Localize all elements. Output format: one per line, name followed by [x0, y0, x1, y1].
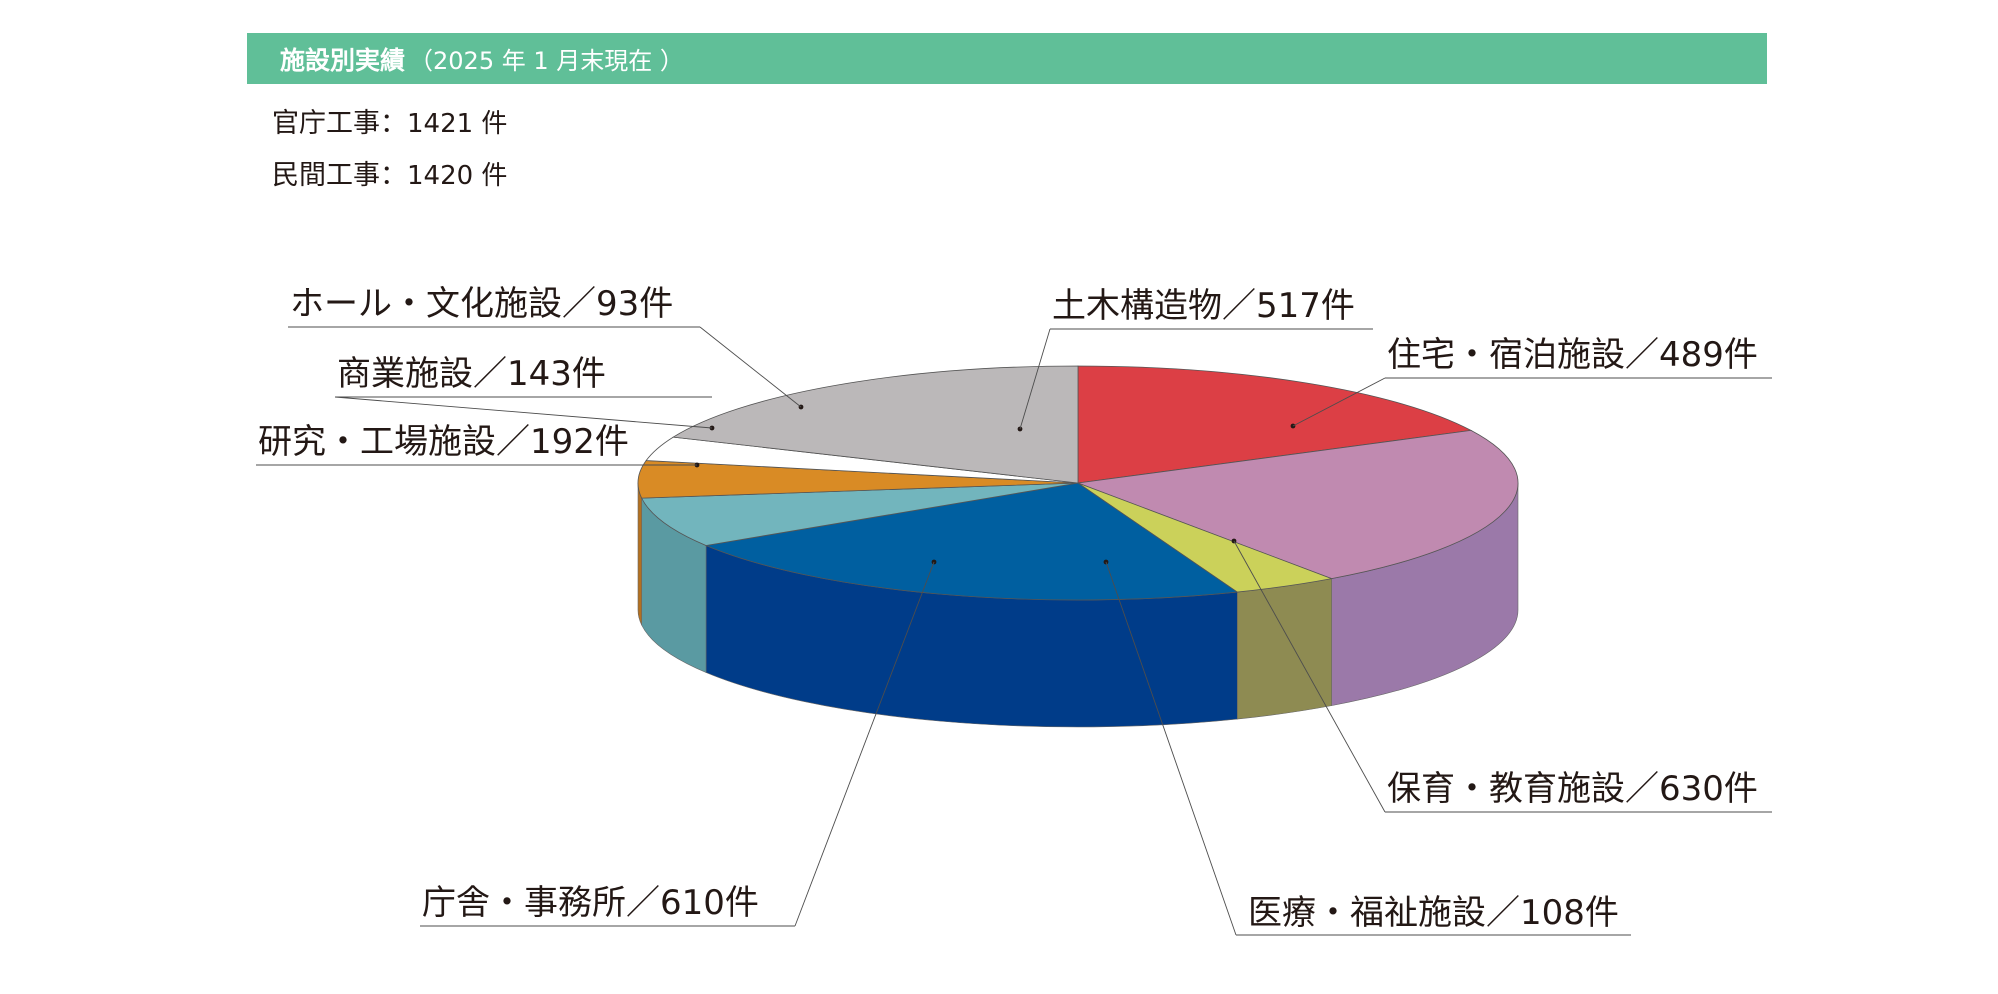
leader-line-7: [1019, 328, 1051, 430]
pie-leader-lines: [256, 326, 1772, 936]
summary-public-label: 官庁工事：: [272, 108, 407, 139]
leader-line-5: [334, 396, 713, 429]
slice-label-2: 医療・福祉施設／108件: [1248, 893, 1619, 933]
leader-line-0: [1292, 377, 1386, 427]
slice-label-3: 庁舎・事務所／610件: [422, 883, 759, 923]
summary-public-works: 官庁工事：1421 件: [272, 101, 507, 140]
header-subtitle: （2025 年 1 月末現在 ）: [409, 47, 684, 75]
summary-private-label: 民間工事：: [272, 160, 407, 191]
slice-label-4: 研究・工場施設／192件: [258, 422, 629, 462]
slice-label-1: 保育・教育施設／630件: [1387, 769, 1758, 809]
pie-slice-7: [672, 365, 1079, 484]
slice-label-0: 住宅・宿泊施設／489件: [1387, 335, 1758, 375]
pie-slice-3: [704, 482, 1239, 601]
slice-label-7: 土木構造物／517件: [1052, 286, 1355, 326]
leader-line-1: [1233, 540, 1386, 813]
leader-line-3: [794, 561, 935, 927]
leader-line-2: [1105, 561, 1237, 936]
header-bar: 施設別実績 （2025 年 1 月末現在 ）: [247, 33, 1767, 84]
slice-label-5: 商業施設／143件: [337, 354, 606, 394]
summary-private-value: 1420 件: [407, 161, 508, 191]
pie-side-2: [1236, 578, 1332, 720]
summary-public-value: 1421 件: [407, 109, 508, 139]
pie-slice-4: [641, 482, 1079, 546]
pie-slice-0: [1077, 365, 1473, 484]
pie-side-5: [637, 482, 643, 626]
summary-private-works: 民間工事：1420 件: [272, 153, 507, 192]
pie-sides: [637, 482, 1519, 728]
leader-line-6: [699, 326, 802, 408]
pie-slice-1: [1077, 429, 1519, 580]
pie-tops: [637, 365, 1519, 601]
pie-slice-5: [637, 460, 1079, 499]
slice-label-6: ホール・文化施設／93件: [290, 284, 673, 324]
header-title: 施設別実績: [280, 45, 406, 75]
